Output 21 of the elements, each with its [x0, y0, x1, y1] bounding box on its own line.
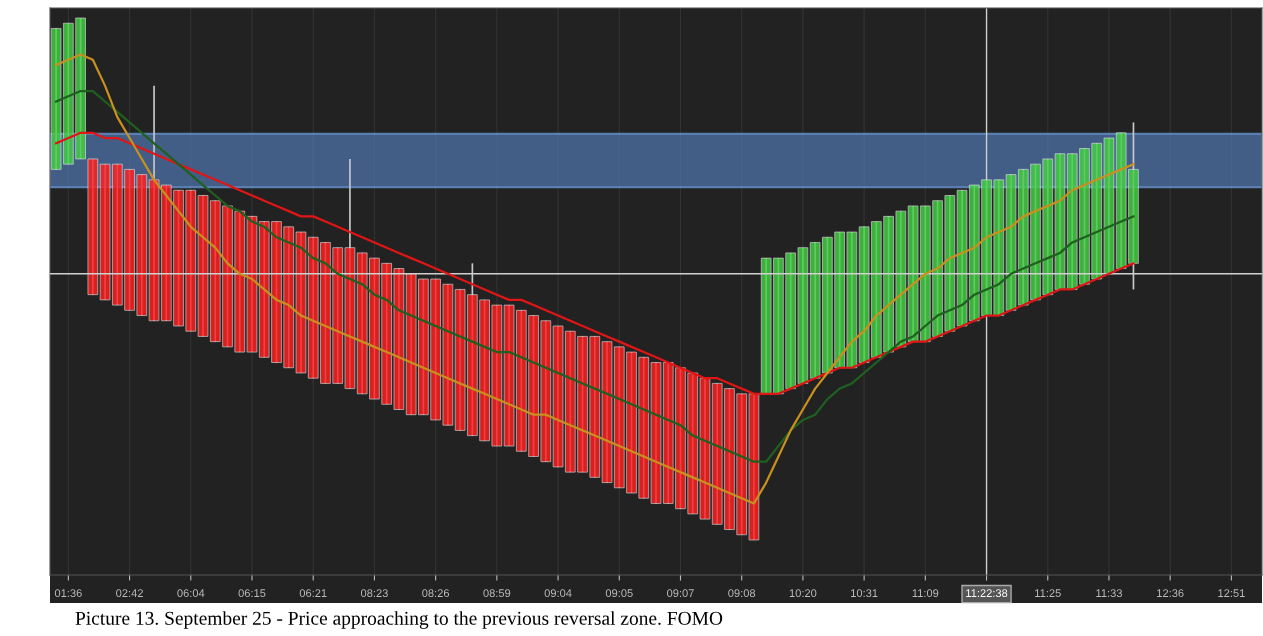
x-tick-label: 11:33 [1096, 589, 1122, 598]
x-tick-label: 11:09 [912, 589, 939, 598]
x-tick-label: 09:04 [544, 589, 572, 598]
x-tick-label: 11:22:38 [966, 589, 1008, 598]
x-tick-label: 12:36 [1157, 589, 1184, 598]
x-tick-label: 08:26 [422, 589, 450, 598]
x-tick-label: 01:36 [54, 589, 82, 598]
x-tick-label: 06:04 [177, 589, 205, 598]
x-tick-label: 09:05 [605, 589, 633, 598]
x-tick-label: 06:15 [238, 589, 266, 598]
x-tick-label: 09:07 [667, 589, 694, 598]
x-tick-label: 09:08 [728, 589, 756, 598]
x-tick-label: 11:25 [1035, 589, 1061, 598]
x-tick-label: 12:51 [1218, 589, 1245, 598]
x-tick-label: 08:23 [360, 589, 388, 598]
x-tick-label: 06:21 [299, 589, 327, 598]
x-tick-label: 10:31 [851, 589, 878, 598]
x-tick-label: 02:42 [116, 589, 143, 598]
x-tick-label: 10:20 [789, 589, 817, 598]
text: Picture 13. September 25 - Price approaching to the previous reversal zone. FOMO [75, 611, 723, 629]
x-tick-label: 08:59 [483, 589, 511, 598]
